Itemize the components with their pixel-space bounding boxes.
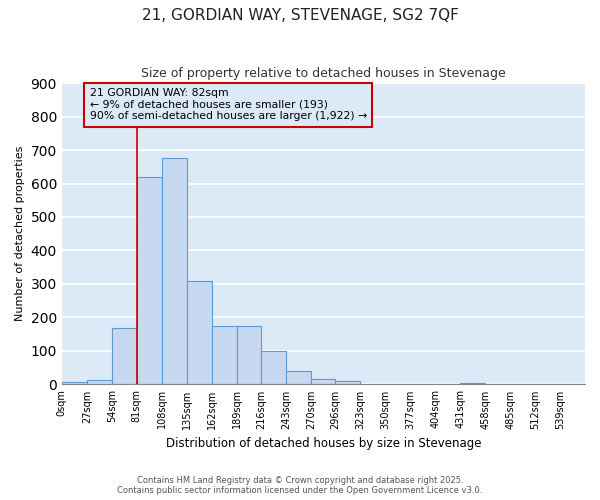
Bar	[161, 158, 187, 384]
Title: Size of property relative to detached houses in Stevenage: Size of property relative to detached ho…	[141, 68, 506, 80]
Bar	[62, 382, 87, 384]
Bar	[460, 383, 485, 384]
Bar	[311, 380, 335, 384]
Bar	[212, 326, 236, 384]
Bar	[236, 326, 262, 384]
Y-axis label: Number of detached properties: Number of detached properties	[15, 146, 25, 322]
Text: Contains HM Land Registry data © Crown copyright and database right 2025.
Contai: Contains HM Land Registry data © Crown c…	[118, 476, 482, 495]
Bar	[87, 380, 112, 384]
Bar	[335, 381, 361, 384]
X-axis label: Distribution of detached houses by size in Stevenage: Distribution of detached houses by size …	[166, 437, 481, 450]
Text: 21 GORDIAN WAY: 82sqm
← 9% of detached houses are smaller (193)
90% of semi-deta: 21 GORDIAN WAY: 82sqm ← 9% of detached h…	[89, 88, 367, 122]
Bar	[262, 351, 286, 384]
Text: 21, GORDIAN WAY, STEVENAGE, SG2 7QF: 21, GORDIAN WAY, STEVENAGE, SG2 7QF	[142, 8, 458, 22]
Bar	[137, 177, 161, 384]
Bar	[112, 328, 137, 384]
Bar	[286, 371, 311, 384]
Bar	[187, 280, 212, 384]
